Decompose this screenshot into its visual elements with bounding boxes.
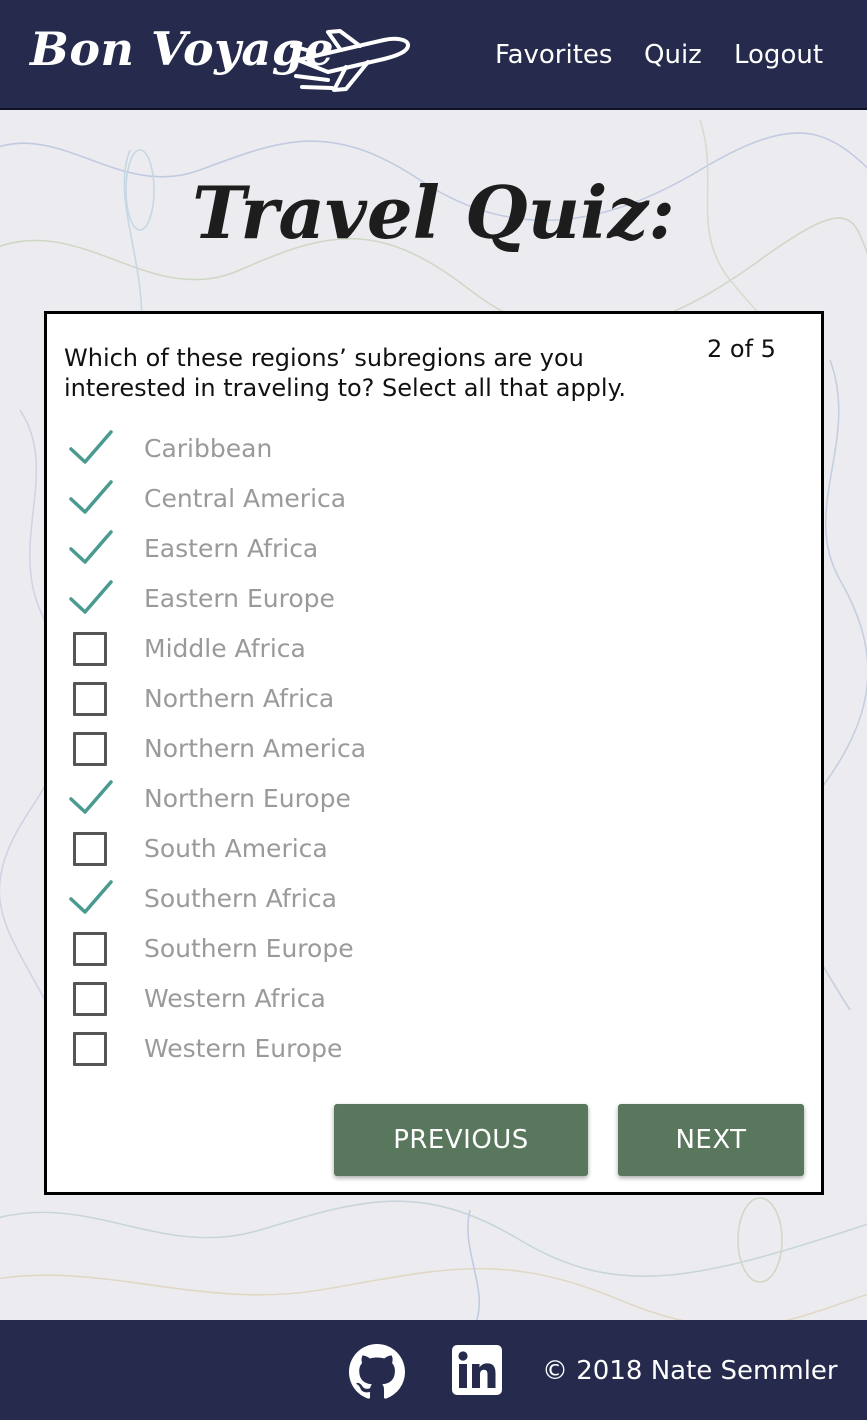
page-title: Travel Quiz: xyxy=(192,170,675,255)
footer: © 2018 Nate Semmler xyxy=(0,1320,867,1420)
checkbox[interactable] xyxy=(73,932,107,966)
option-label: Middle Africa xyxy=(144,634,306,663)
checkbox[interactable] xyxy=(73,1032,107,1066)
checkbox[interactable] xyxy=(73,632,107,666)
quiz-question: Which of these regions’ subregions are y… xyxy=(64,344,626,402)
option-label: Western Europe xyxy=(144,1034,343,1063)
next-button[interactable]: NEXT xyxy=(618,1104,804,1176)
option-northern-europe[interactable]: Northern Europe xyxy=(67,774,567,824)
option-eastern-europe[interactable]: Eastern Europe xyxy=(67,574,567,624)
option-central-america[interactable]: Central America xyxy=(67,474,567,524)
checkbox[interactable] xyxy=(73,682,107,716)
option-middle-africa[interactable]: Middle Africa xyxy=(67,624,567,674)
option-label: Caribbean xyxy=(144,434,273,463)
quiz-progress: 2 of 5 xyxy=(707,335,776,363)
copyright-text: © 2018 Nate Semmler xyxy=(542,1356,838,1386)
option-label: Northern America xyxy=(144,734,367,763)
option-northern-america[interactable]: Northern America xyxy=(67,724,567,774)
option-southern-africa[interactable]: Southern Africa xyxy=(67,874,567,924)
option-label: Northern Europe xyxy=(144,784,351,813)
checkbox[interactable] xyxy=(73,832,107,866)
option-label: Northern Africa xyxy=(144,684,335,713)
checkbox[interactable] xyxy=(73,732,107,766)
checkbox[interactable] xyxy=(73,982,107,1016)
option-northern-africa[interactable]: Northern Africa xyxy=(67,674,567,724)
brand-logo[interactable]: Bon Voyage xyxy=(30,22,335,76)
github-icon[interactable] xyxy=(349,1344,405,1400)
option-label: Eastern Europe xyxy=(144,584,335,613)
option-western-europe[interactable]: Western Europe xyxy=(67,1024,567,1074)
nav-favorites-link[interactable]: Favorites xyxy=(495,40,613,70)
option-label: Eastern Africa xyxy=(144,534,319,563)
nav-logout-link[interactable]: Logout xyxy=(734,40,824,70)
quiz-card: Which of these regions’ subregions are y… xyxy=(44,311,824,1195)
linkedin-icon[interactable] xyxy=(451,1344,503,1396)
option-label: Central America xyxy=(144,484,347,513)
option-western-africa[interactable]: Western Africa xyxy=(67,974,567,1024)
option-label: Southern Europe xyxy=(144,934,354,963)
navbar: Bon Voyage Favorites Quiz Logout xyxy=(0,0,867,110)
option-label: South America xyxy=(144,834,328,863)
option-caribbean[interactable]: Caribbean xyxy=(67,424,567,474)
airplane-icon xyxy=(290,29,410,92)
option-south-america[interactable]: South America xyxy=(67,824,567,874)
nav-quiz-link[interactable]: Quiz xyxy=(644,40,702,70)
option-list: Caribbean Central America Eastern Africa… xyxy=(67,424,567,1074)
option-label: Western Africa xyxy=(144,984,326,1013)
option-label: Southern Africa xyxy=(144,884,337,913)
previous-button[interactable]: PREVIOUS xyxy=(334,1104,588,1176)
option-eastern-africa[interactable]: Eastern Africa xyxy=(67,524,567,574)
option-southern-europe[interactable]: Southern Europe xyxy=(67,924,567,974)
